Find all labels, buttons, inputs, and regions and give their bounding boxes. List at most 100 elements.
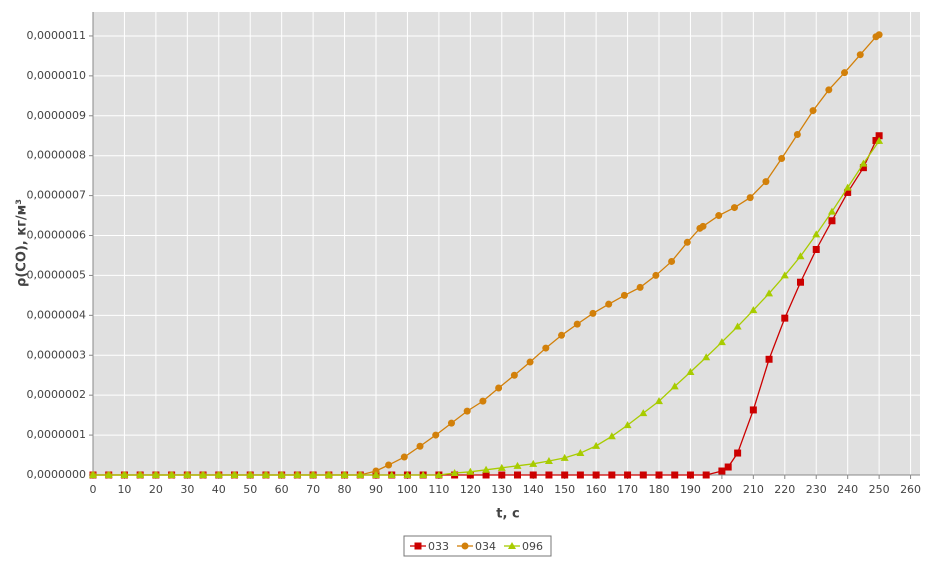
marker xyxy=(461,542,469,550)
marker xyxy=(432,431,440,439)
marker xyxy=(136,471,145,478)
marker xyxy=(718,467,726,475)
marker xyxy=(277,471,286,478)
x-tick-label: 170 xyxy=(617,483,638,496)
marker xyxy=(620,291,628,299)
x-tick-label: 260 xyxy=(900,483,921,496)
y-tick-label: 0,0000002 xyxy=(27,388,87,401)
marker xyxy=(356,471,365,478)
marker xyxy=(589,309,597,317)
marker xyxy=(746,194,754,202)
x-tick-label: 60 xyxy=(275,483,289,496)
marker xyxy=(636,283,644,291)
marker xyxy=(639,409,648,417)
marker xyxy=(434,471,443,478)
marker xyxy=(812,230,821,238)
marker xyxy=(749,306,758,314)
x-tick-label: 20 xyxy=(149,483,163,496)
marker xyxy=(324,471,333,478)
marker xyxy=(781,314,789,322)
x-tick-label: 0 xyxy=(90,483,97,496)
marker xyxy=(686,368,695,376)
x-tick-label: 180 xyxy=(649,483,670,496)
marker xyxy=(497,463,506,471)
x-tick-label: 250 xyxy=(869,483,890,496)
marker xyxy=(623,421,632,429)
x-tick-label: 10 xyxy=(117,483,131,496)
marker xyxy=(733,322,742,330)
marker xyxy=(844,188,852,196)
marker xyxy=(466,467,475,475)
marker xyxy=(199,471,208,478)
marker xyxy=(793,131,801,139)
marker xyxy=(385,461,393,469)
marker xyxy=(624,471,632,479)
y-tick-label: 0,0000006 xyxy=(27,229,87,242)
marker xyxy=(416,442,424,450)
marker xyxy=(246,471,255,478)
x-tick-label: 240 xyxy=(837,483,858,496)
marker xyxy=(762,178,770,186)
x-axis-label: t, c xyxy=(496,507,519,522)
marker xyxy=(261,471,270,478)
marker xyxy=(419,471,428,478)
marker xyxy=(875,132,883,140)
legend: 033 034 096 xyxy=(403,535,552,557)
marker xyxy=(809,107,817,115)
marker xyxy=(120,471,129,478)
marker xyxy=(482,471,490,479)
x-tick-label: 190 xyxy=(680,483,701,496)
marker xyxy=(576,471,584,479)
marker xyxy=(780,271,789,279)
marker xyxy=(403,471,412,478)
x-tick-label: 150 xyxy=(554,483,575,496)
marker xyxy=(671,471,679,479)
y-axis-label: ρ(CO), кг/м³ xyxy=(15,199,30,287)
marker xyxy=(576,449,585,457)
marker xyxy=(545,471,553,479)
marker xyxy=(495,384,503,392)
marker xyxy=(699,222,707,230)
marker xyxy=(293,471,302,478)
marker xyxy=(841,69,849,77)
marker xyxy=(340,471,349,478)
marker xyxy=(765,355,773,363)
marker xyxy=(734,449,742,457)
marker xyxy=(514,471,522,479)
marker xyxy=(859,159,868,167)
plot-area xyxy=(93,12,920,475)
marker xyxy=(104,471,113,478)
marker xyxy=(214,471,223,478)
x-tick-label: 220 xyxy=(774,483,795,496)
marker xyxy=(387,471,396,478)
marker xyxy=(372,471,381,478)
marker xyxy=(607,432,616,440)
marker xyxy=(89,471,97,478)
marker xyxy=(875,31,883,39)
x-tick-label: 80 xyxy=(338,483,352,496)
marker xyxy=(702,353,711,361)
marker xyxy=(652,271,660,279)
marker xyxy=(508,542,516,549)
marker xyxy=(730,204,738,212)
legend-label: 096 xyxy=(522,540,543,553)
marker xyxy=(778,154,786,162)
y-tick-label: 0,0000004 xyxy=(27,308,87,321)
marker xyxy=(749,406,757,414)
x-tick-label: 120 xyxy=(460,483,481,496)
marker xyxy=(309,471,318,478)
x-tick-label: 230 xyxy=(806,483,827,496)
marker xyxy=(529,471,537,479)
marker xyxy=(482,465,491,473)
marker xyxy=(167,471,176,478)
x-tick-label: 140 xyxy=(523,483,544,496)
x-tick-label: 70 xyxy=(306,483,320,496)
marker xyxy=(668,257,676,265)
x-tick-label: 130 xyxy=(491,483,512,496)
marker xyxy=(875,136,884,144)
marker xyxy=(827,207,836,215)
marker xyxy=(608,471,616,479)
x-tick-label: 40 xyxy=(212,483,226,496)
marker xyxy=(796,252,805,260)
